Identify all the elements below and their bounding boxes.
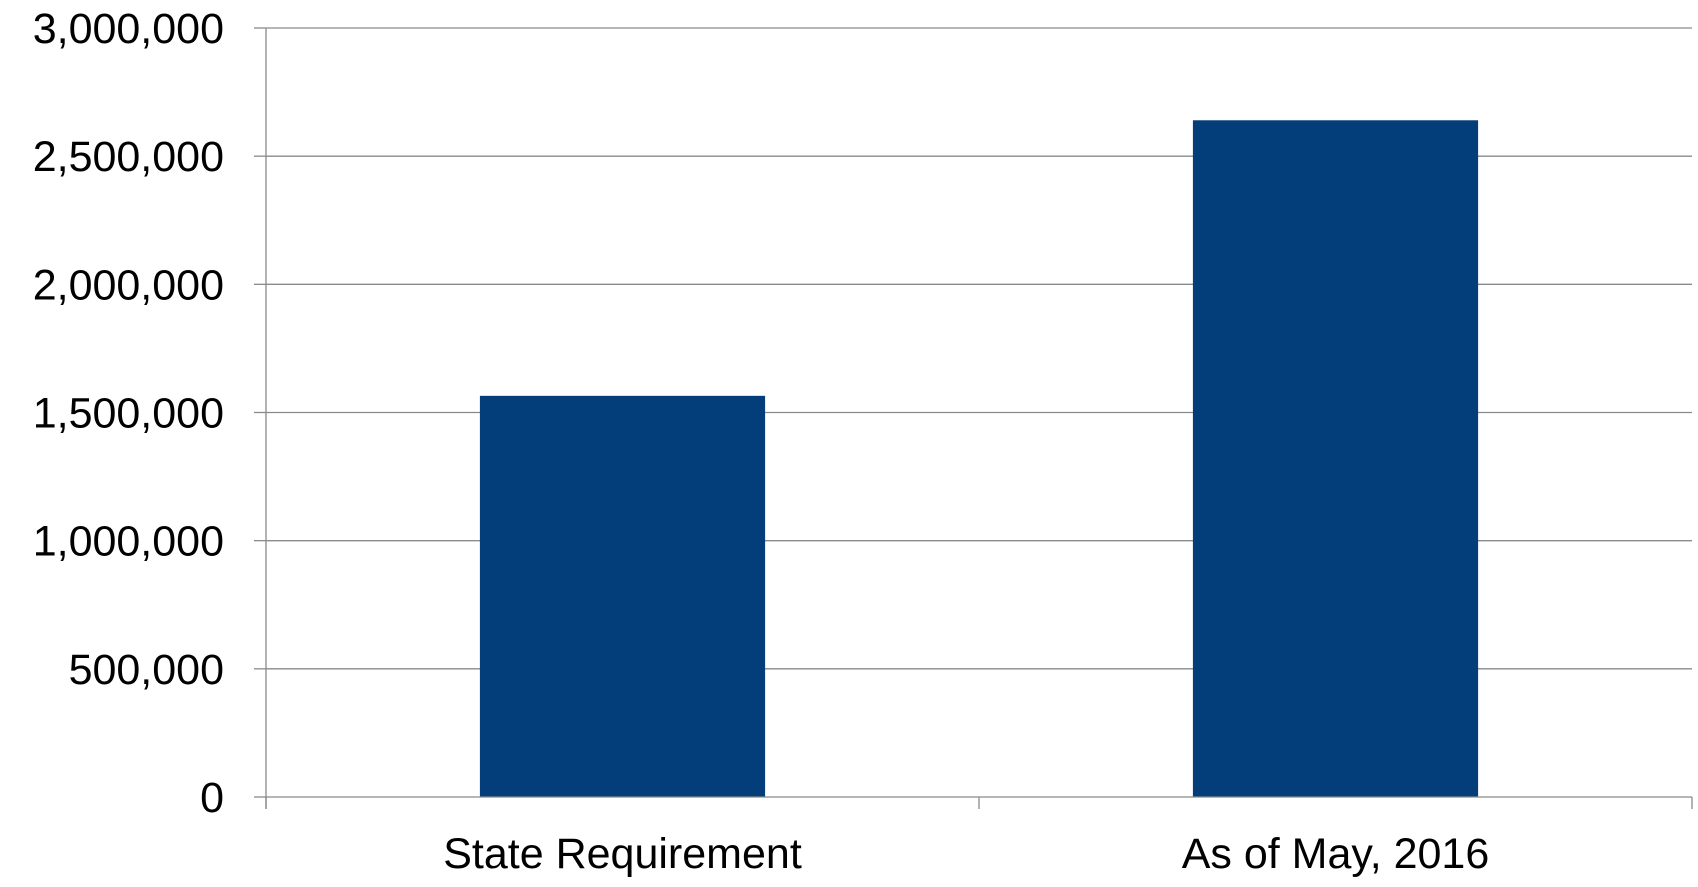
y-tick-label: 500,000 <box>69 646 224 694</box>
x-tick-label: State Requirement <box>443 830 802 878</box>
bar-2 <box>1192 120 1479 797</box>
y-tick-label: 2,000,000 <box>33 261 224 309</box>
y-tick-label: 1,500,000 <box>33 390 224 438</box>
axes <box>254 27 1693 809</box>
y-tick-label: 0 <box>200 774 224 822</box>
y-tick-label: 2,500,000 <box>33 133 224 181</box>
x-tick-labels: State Requirement As of May, 2016 <box>443 830 1489 878</box>
y-tick-labels: 0 500,000 1,000,000 1,500,000 2,000,000 2,500… <box>33 5 224 822</box>
y-tick-label: 3,000,000 <box>33 5 224 53</box>
x-tick-label: As of May, 2016 <box>1182 830 1490 878</box>
bars <box>479 120 1479 797</box>
bar-1 <box>479 395 766 797</box>
y-tick-label: 1,000,000 <box>33 518 224 566</box>
